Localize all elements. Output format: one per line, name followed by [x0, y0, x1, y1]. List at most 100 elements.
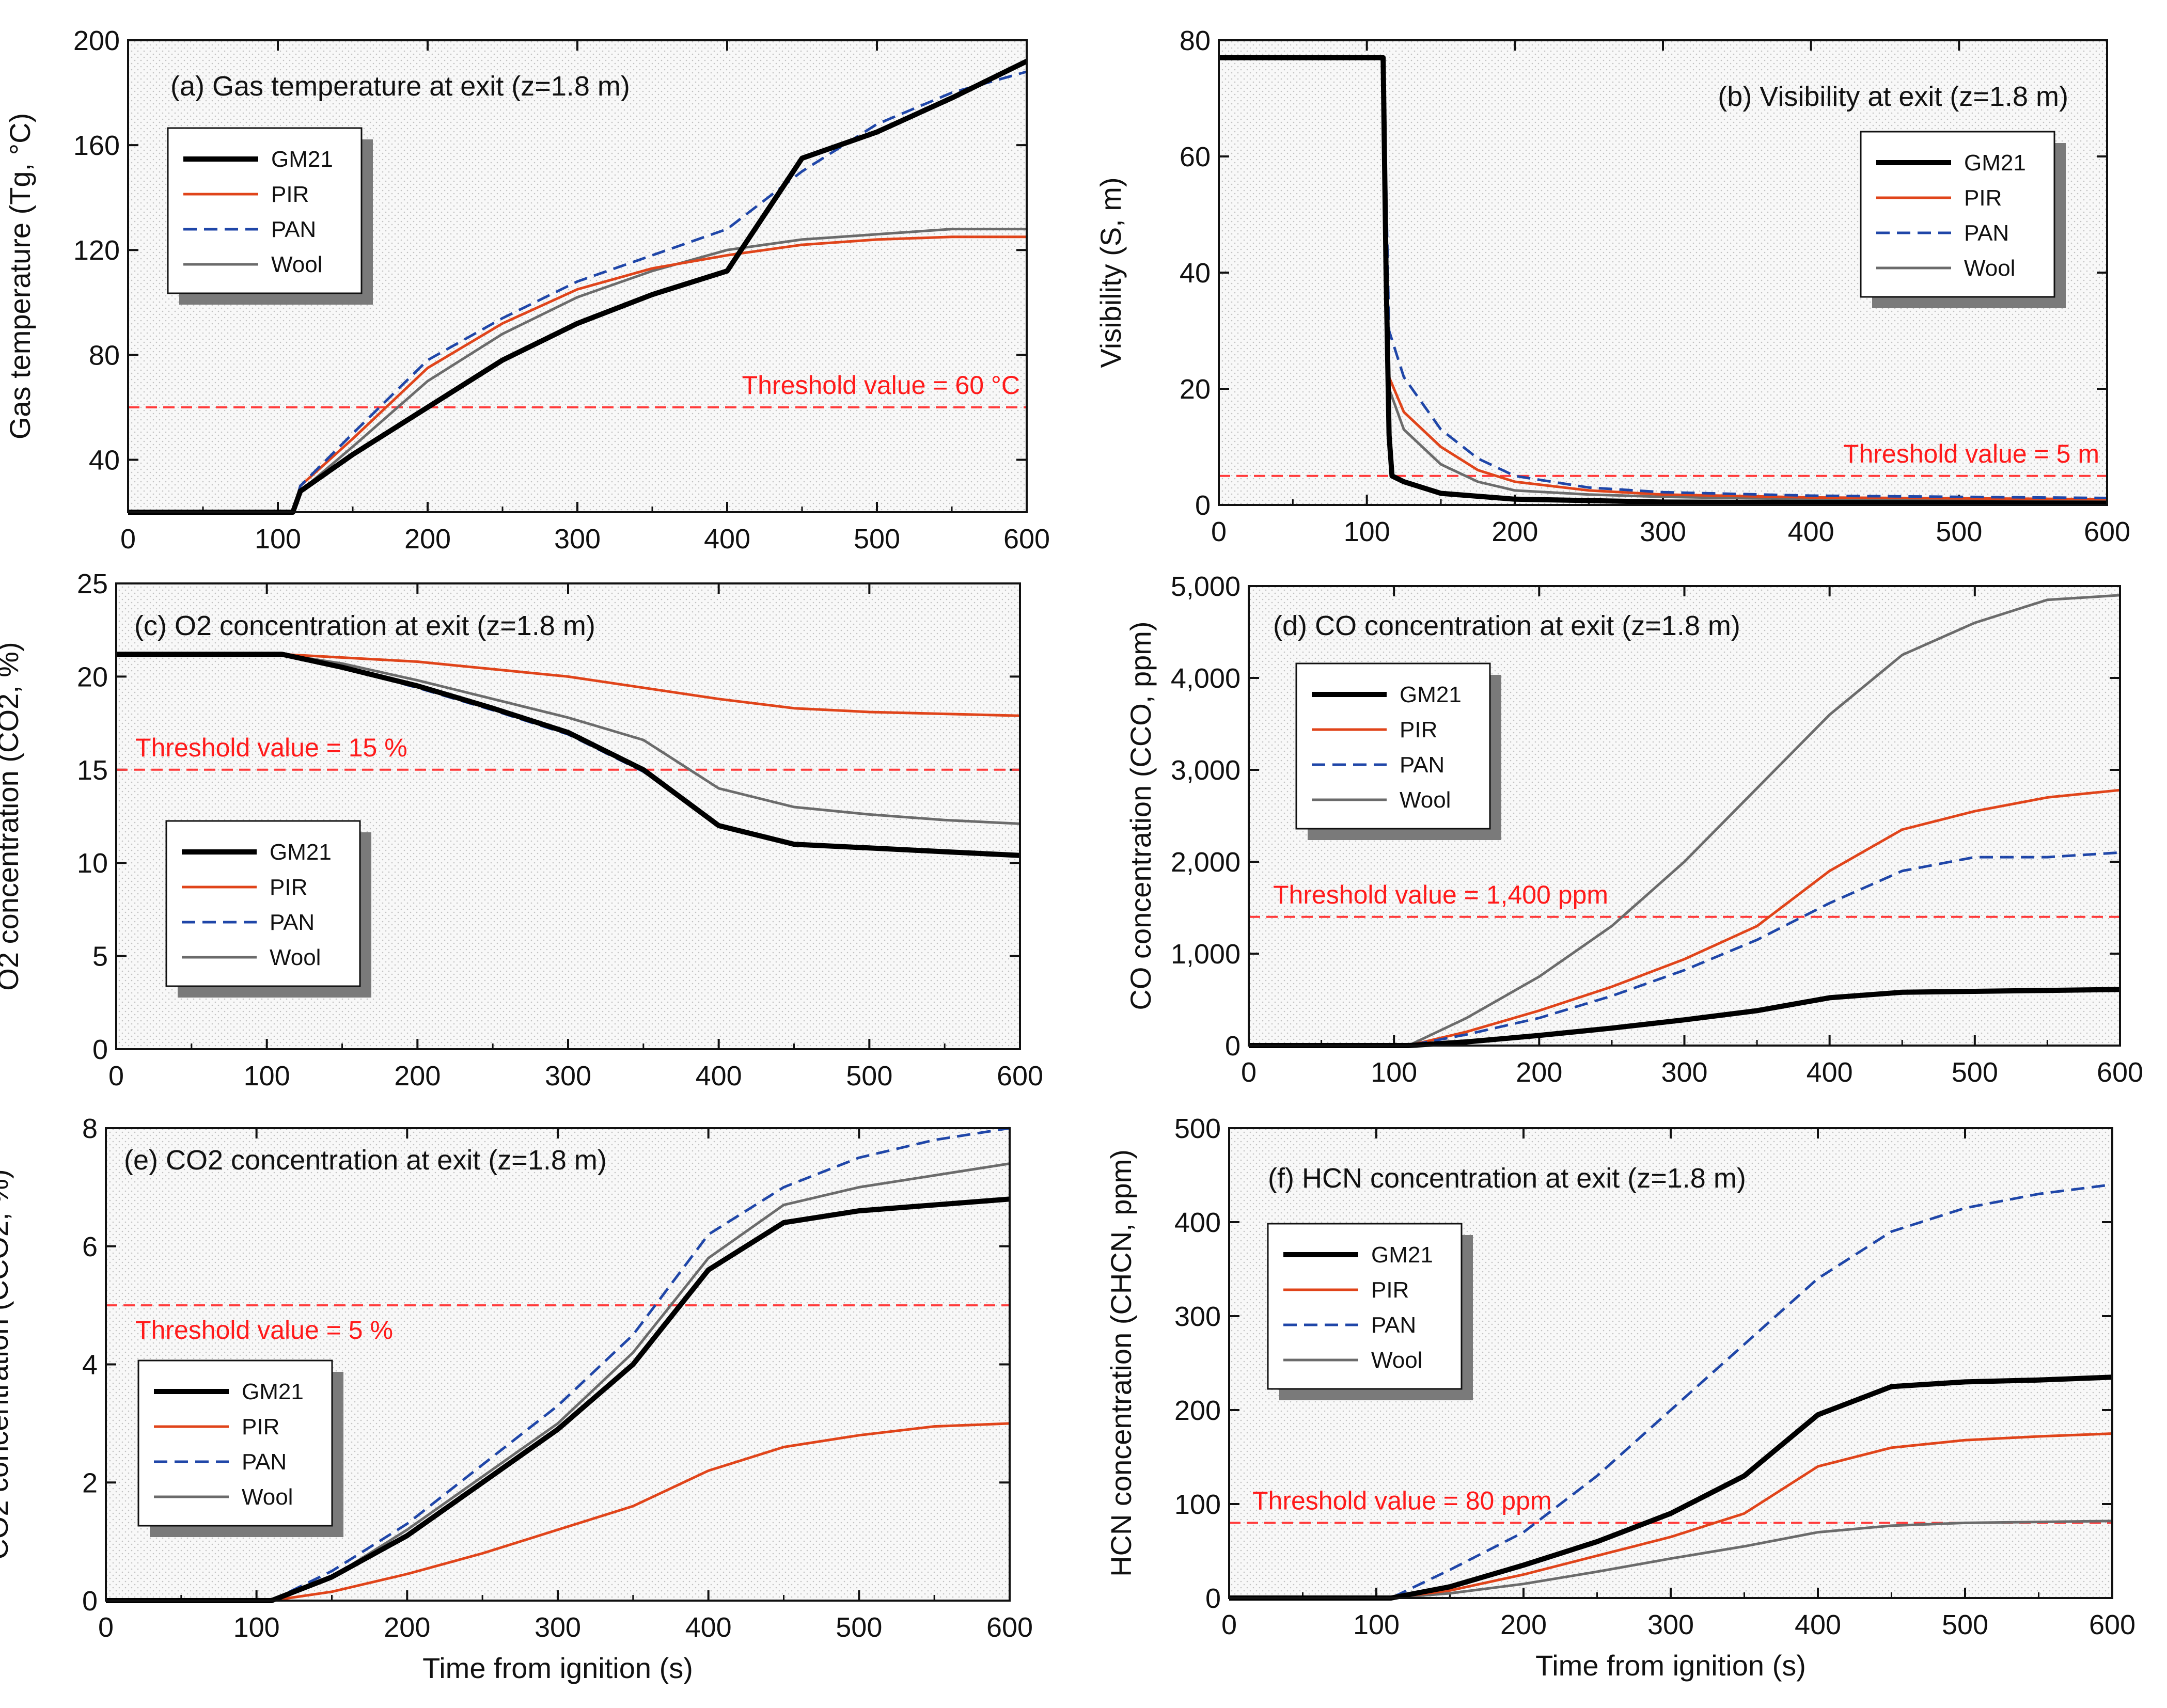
- x-tick-label: 200: [394, 1061, 441, 1092]
- legend-label: PIR: [242, 1414, 279, 1440]
- x-tick-label: 600: [2084, 516, 2130, 547]
- y-tick-label: 40: [89, 445, 120, 476]
- x-tick-label: 0: [1211, 516, 1227, 547]
- series-line-pir: [116, 653, 1020, 717]
- series-line-pir: [1249, 788, 2121, 1047]
- legend-label: PAN: [1400, 752, 1444, 778]
- legend: GM21 PIR PAN Wool: [1860, 131, 2066, 308]
- x-tick-label: 200: [404, 524, 451, 555]
- y-tick-label: 4,000: [1171, 663, 1240, 694]
- plot-frame: [127, 39, 1028, 513]
- series-line-pan: [128, 70, 1027, 514]
- series-line-gm21: [1229, 1374, 2113, 1601]
- y-tick-label: 40: [1180, 258, 1211, 289]
- y-tick-label: 5,000: [1171, 571, 1240, 602]
- threshold-label: Threshold value = 5 %: [135, 1316, 393, 1345]
- legend-label: GM21: [1964, 150, 2026, 176]
- x-tick-label: 200: [1500, 1609, 1547, 1640]
- legend: GM21 PIR PAN Wool: [165, 820, 371, 998]
- threshold-label: Threshold value = 1,400 ppm: [1273, 880, 1608, 909]
- y-tick-label: 10: [77, 848, 108, 879]
- x-tick-label: 300: [1661, 1057, 1707, 1088]
- legend: GM21 PIR PAN Wool: [137, 1359, 343, 1537]
- x-tick-label: 200: [1516, 1057, 1562, 1088]
- y-tick-label: 8: [82, 1113, 98, 1144]
- x-tick-label: 600: [997, 1061, 1043, 1092]
- x-tick-label: 200: [384, 1612, 430, 1643]
- y-tick-label: 25: [77, 568, 108, 599]
- series-line-pan: [1229, 1183, 2113, 1600]
- legend-label: GM21: [271, 147, 333, 172]
- legend-label: PAN: [271, 217, 316, 242]
- legend-box: [167, 127, 363, 294]
- y-axis-label: HCN concentration (CHCN, ppm): [1105, 1149, 1137, 1577]
- y-tick-label: 100: [1174, 1489, 1221, 1520]
- x-tick-label: 100: [255, 524, 301, 555]
- chart-title: (c) O2 concentration at exit (z=1.8 m): [134, 610, 595, 641]
- chart-title: (a) Gas temperature at exit (z=1.8 m): [170, 71, 630, 102]
- x-tick-label: 0: [98, 1612, 114, 1643]
- panel-d: 0 100 200 300 400 500 600 0 1,000 2,000 3,000 4,000…: [1124, 571, 2143, 1088]
- legend-label: GM21: [1400, 682, 1462, 707]
- legend-label: Wool: [270, 945, 321, 970]
- legend: GM21 PIR PAN Wool: [1267, 1223, 1473, 1400]
- series-line-gm21: [116, 652, 1020, 858]
- series-line-pir: [106, 1422, 1010, 1602]
- series-line-gm21: [128, 59, 1028, 515]
- x-tick-label: 300: [1647, 1609, 1694, 1640]
- x-tick-label: 500: [854, 524, 900, 555]
- x-tick-label: 100: [1344, 516, 1390, 547]
- legend-label: PIR: [1964, 185, 2002, 211]
- y-tick-label: 15: [77, 755, 108, 786]
- y-tick-label: 0: [92, 1034, 108, 1065]
- threshold-label: Threshold value = 5 m: [1843, 439, 2099, 468]
- x-tick-label: 600: [2097, 1057, 2143, 1088]
- y-tick-label: 80: [1180, 25, 1211, 56]
- x-tick-label: 100: [244, 1061, 290, 1092]
- threshold-label: Threshold value = 60 °C: [742, 371, 1020, 400]
- x-tick-label: 500: [836, 1612, 882, 1643]
- y-axis-label: CO concentration (CCO, ppm): [1124, 621, 1157, 1010]
- series-line-pir: [1229, 1432, 2113, 1600]
- x-tick-label: 300: [535, 1612, 581, 1643]
- plot-frame: [115, 582, 1021, 1050]
- plot-frame: [1218, 39, 2108, 506]
- x-tick-label: 100: [1371, 1057, 1417, 1088]
- y-tick-label: 1,000: [1171, 939, 1240, 970]
- legend-label: Wool: [271, 252, 322, 277]
- y-tick-label: 6: [82, 1231, 98, 1262]
- y-tick-label: 2: [82, 1467, 98, 1498]
- legend-label: Wool: [1400, 787, 1451, 813]
- threshold-label: Threshold value = 80 ppm: [1252, 1486, 1552, 1515]
- x-tick-label: 300: [554, 524, 601, 555]
- legend-label: PIR: [1371, 1277, 1409, 1303]
- y-axis-label: O2 concentration (CO2, %): [0, 642, 24, 990]
- y-axis-label: Visibility (S, m): [1094, 177, 1127, 368]
- x-axis-label: Time from ignition (s): [1535, 1649, 1806, 1682]
- x-tick-label: 100: [233, 1612, 280, 1643]
- series-line-gm21: [106, 1196, 1010, 1603]
- series-line-gm21: [1219, 55, 2108, 506]
- legend-box: [165, 820, 361, 987]
- x-tick-label: 200: [1491, 516, 1538, 547]
- chart-title: (f) HCN concentration at exit (z=1.8 m): [1268, 1163, 1746, 1194]
- series-line-wool: [1229, 1520, 2113, 1600]
- panel-c: 0 100 200 300 400 500 600 0 5 10 15 20 25 Threshold v…: [0, 568, 1043, 1092]
- y-tick-label: 0: [1205, 1583, 1221, 1614]
- legend-label: PIR: [1400, 717, 1437, 742]
- x-tick-label: 0: [1241, 1057, 1257, 1088]
- panel-e: 0 100 200 300 400 500 600 0 2 4 6 8 Threshold value …: [0, 1113, 1033, 1684]
- legend-label: PIR: [271, 182, 309, 207]
- x-tick-label: 500: [846, 1061, 892, 1092]
- y-tick-label: 400: [1174, 1207, 1221, 1238]
- x-tick-label: 400: [685, 1612, 732, 1643]
- y-tick-label: 3,000: [1171, 755, 1240, 786]
- x-tick-label: 600: [1003, 524, 1050, 555]
- x-tick-label: 300: [545, 1061, 591, 1092]
- series-line-wool: [1249, 594, 2121, 1047]
- x-tick-label: 500: [1936, 516, 1982, 547]
- x-tick-label: 600: [2089, 1609, 2135, 1640]
- legend-label: Wool: [242, 1484, 293, 1510]
- panel-b: 0 100 200 300 400 500 600 0 20 40 60 80 Threshold va…: [1094, 25, 2130, 547]
